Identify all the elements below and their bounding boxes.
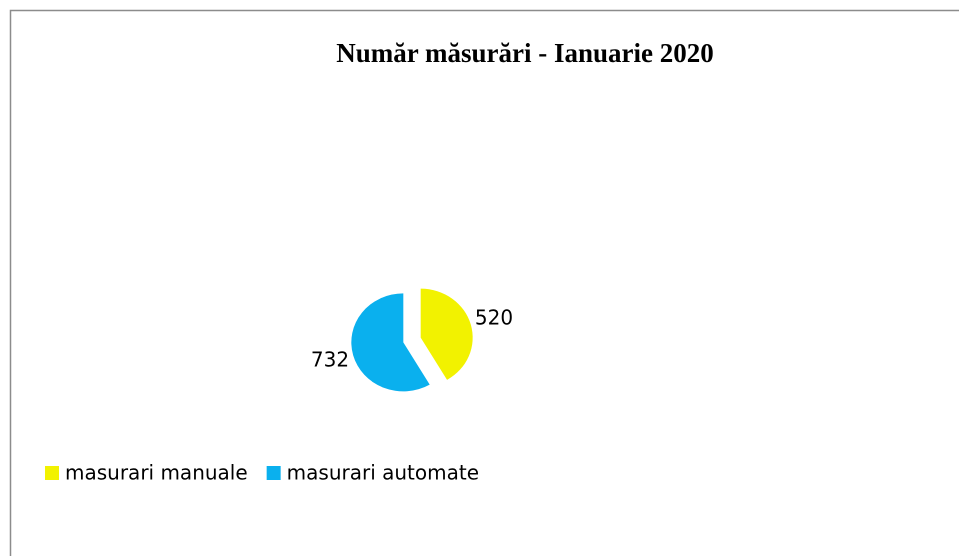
legend-label: masurari automate: [287, 461, 479, 485]
legend-swatch: [45, 466, 59, 480]
chart-frame: [9, 9, 959, 556]
legend-label: masurari manuale: [65, 461, 248, 485]
legend-swatch: [266, 466, 281, 480]
data-label: 520: [475, 306, 513, 330]
data-label: 732: [311, 347, 349, 371]
pie-slice: [351, 293, 430, 392]
chart-title: Număr măsurări - Ianuarie 2020: [336, 38, 714, 68]
pie-slice: [420, 288, 473, 380]
